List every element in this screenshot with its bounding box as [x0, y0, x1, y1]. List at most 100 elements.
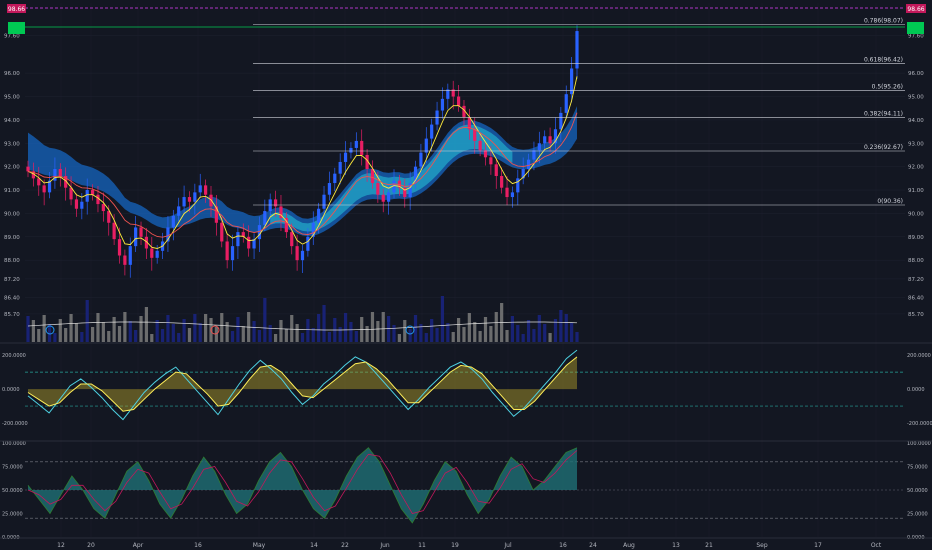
- candle-body: [134, 227, 138, 247]
- volume-bar: [230, 331, 235, 342]
- event-marker-d1[interactable]: [45, 325, 55, 335]
- time-tick: Aug: [623, 542, 635, 549]
- volume-bar: [349, 322, 353, 342]
- fib-level-label: 0(90.36): [877, 198, 903, 205]
- volume-bar: [526, 320, 531, 342]
- candle-body: [553, 129, 558, 144]
- fib-level-label: 0.618(96.42): [864, 56, 903, 63]
- volume-bar: [473, 322, 477, 342]
- time-tick: 21: [705, 542, 713, 549]
- candle-body: [349, 147, 353, 153]
- event-marker-d2[interactable]: [405, 325, 415, 335]
- volume-bar: [166, 315, 170, 342]
- volume-bar: [446, 323, 450, 342]
- price-tick-left: 92.00: [4, 165, 20, 171]
- candle-body: [510, 192, 515, 198]
- candle-body: [354, 140, 358, 148]
- event-marker-e[interactable]: [210, 325, 220, 335]
- osc-tick-right: -200.0000: [907, 421, 932, 427]
- volume-bar: [236, 317, 240, 342]
- time-tick: 19: [451, 542, 459, 549]
- candle-body: [392, 180, 396, 193]
- price-tick-right: 90.00: [908, 211, 924, 217]
- candle-body: [150, 248, 154, 258]
- volume-bar: [413, 315, 418, 342]
- volume-bar: [317, 314, 321, 342]
- price-badge-left: [7, 4, 26, 13]
- stoch-tick-right: 50.0000: [907, 488, 928, 494]
- candle-body: [225, 241, 229, 261]
- price-tick-right: 94.00: [908, 118, 924, 124]
- volume-bar: [548, 333, 552, 342]
- candle-body: [548, 136, 552, 144]
- time-tick: May: [253, 542, 266, 549]
- price-tick-right: 85.70: [908, 312, 924, 318]
- volume-bar: [31, 320, 35, 342]
- candle-body: [381, 194, 385, 202]
- volume-bar: [392, 325, 396, 342]
- time-tick: 24: [589, 542, 597, 549]
- time-tick: 16: [194, 542, 202, 549]
- candle-body: [500, 176, 504, 188]
- volume-bar: [483, 317, 488, 342]
- volume-bar: [575, 332, 579, 342]
- candle-body: [430, 124, 434, 139]
- candle-body: [144, 236, 149, 249]
- time-tick: 12: [57, 542, 65, 549]
- candle-body: [360, 140, 364, 155]
- candle-body: [419, 152, 423, 167]
- volume-bar: [365, 326, 369, 342]
- volume-bar: [564, 314, 568, 342]
- candle-body: [53, 168, 57, 181]
- candle-body: [171, 215, 175, 228]
- volume-bar: [516, 325, 520, 342]
- osc-line-cyan: [27, 349, 578, 421]
- volume-bar: [85, 300, 89, 342]
- volume-bar: [268, 325, 272, 342]
- green-tag-left: [8, 22, 25, 34]
- candle-body: [193, 192, 197, 202]
- osc-tick-left: 0.0000: [2, 387, 20, 393]
- candle-body: [123, 255, 127, 265]
- candle-body: [107, 211, 111, 223]
- stoch-area: [28, 447, 577, 523]
- candle-body: [257, 225, 262, 240]
- volume-bar: [112, 317, 116, 342]
- price-tick-right: 96.00: [908, 71, 924, 77]
- grid-lines: [25, 3, 905, 537]
- candle-body: [112, 222, 116, 240]
- volume-bar: [311, 328, 315, 342]
- volume-bar: [376, 321, 380, 342]
- time-tick: 11: [418, 542, 426, 549]
- osc-tick-left: -200.0000: [2, 421, 28, 427]
- volume-bar: [47, 324, 52, 342]
- candle-body: [182, 197, 186, 207]
- candle-body: [526, 159, 531, 169]
- volume-bar: [570, 323, 574, 342]
- volume-bar: [64, 328, 68, 342]
- volume-bar: [440, 296, 445, 342]
- candle-body: [177, 206, 181, 216]
- candle-body: [155, 250, 159, 258]
- volume-bar: [419, 324, 423, 342]
- candle-body: [570, 68, 574, 95]
- candle-body: [214, 206, 218, 223]
- candle-body: [317, 208, 321, 223]
- volume-average-line: [27, 321, 578, 331]
- volume-bar: [123, 312, 127, 342]
- volume-bar: [26, 316, 30, 342]
- time-tick: 13: [672, 542, 680, 549]
- time-tick: 16: [559, 542, 567, 549]
- candle-body: [241, 232, 245, 237]
- volume-bar: [171, 324, 175, 342]
- volume-bar: [69, 314, 73, 342]
- stochastic-pane: 100.0000 100.0000 75.0000 75.0000 50.0000 50.…: [2, 441, 931, 541]
- price-tick-left: 95.00: [4, 95, 20, 101]
- time-tick: Oct: [871, 542, 882, 549]
- volume-bar: [257, 330, 262, 342]
- volume-bar: [53, 333, 57, 342]
- candle-body: [456, 96, 461, 106]
- candle-body: [483, 150, 488, 158]
